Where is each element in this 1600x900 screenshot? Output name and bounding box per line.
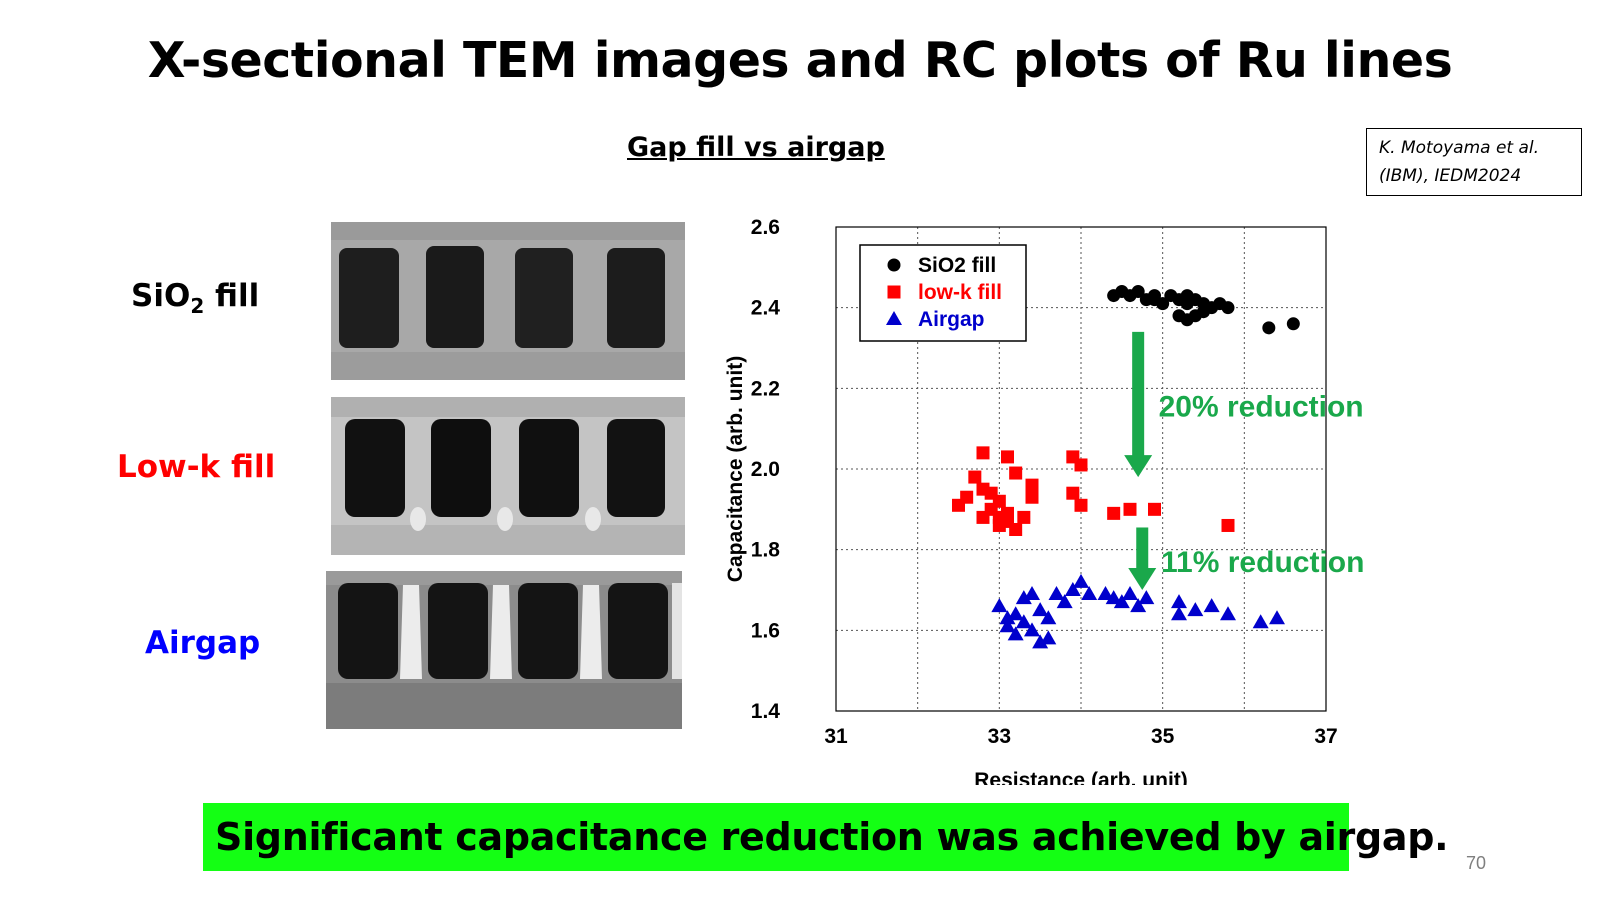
data-point [1001,450,1014,464]
reduction-arrow [1124,331,1153,478]
data-point [1252,614,1269,629]
x-tick-label: 33 [988,725,1011,748]
legend-label: low-k fill [918,281,1002,304]
data-point [1221,518,1235,532]
data-point [1122,586,1138,601]
plot-area [835,226,1327,712]
data-point [1220,606,1236,621]
data-point [1009,523,1023,536]
data-point [1171,594,1187,609]
data-point [984,486,998,500]
y-tick-label: 1.4 [751,700,781,723]
data-point [1286,317,1300,331]
data-point [1017,510,1031,524]
data-point [1024,622,1040,637]
data-point [1025,490,1039,504]
data-point [1113,594,1130,609]
legend-marker [887,258,901,272]
series-2 [991,573,1285,649]
data-point [992,510,1006,524]
x-tick-label: 35 [1151,725,1175,748]
x-axis-label: Resistance (arb. unit) [974,769,1188,785]
data-point [1074,498,1088,512]
legend-marker [887,285,901,299]
data-point [1148,502,1161,516]
x-tick-label: 31 [824,725,848,748]
data-point [1056,594,1073,609]
legend-marker [886,311,902,325]
y-tick-label: 1.6 [751,619,780,642]
tem-image-lowk-fill [331,397,685,555]
legend-label: Airgap [918,308,985,331]
data-point [1131,285,1145,299]
series-0 [1107,285,1300,335]
series-1 [952,446,1235,536]
data-point [1269,610,1285,625]
tem-image-airgap [326,571,682,729]
data-point [1064,582,1081,596]
data-point [1009,466,1023,480]
data-point [1123,502,1137,516]
data-point [1138,590,1155,605]
data-point [1032,634,1049,649]
citation-line-2: (IBM), IEDM2024 [1379,166,1522,186]
reduction-arrow [1128,527,1157,590]
y-tick-label: 2.6 [751,216,780,239]
data-point [1171,606,1187,621]
y-tick-label: 2.2 [751,377,780,400]
citation-box: K. Motoyama et al. (IBM), IEDM2024 [1366,128,1582,196]
chart-legend: SiO2 fill low-k fill Airgap [859,244,1027,342]
page-title: X-sectional TEM images and RC plots of R… [147,32,1453,89]
data-point [1040,630,1057,645]
data-point [1074,458,1088,472]
legend-label: SiO2 fill [918,254,996,277]
data-point [1015,614,1032,629]
annotation-11-reduction: 11% reduction [1161,546,1364,579]
data-point [1015,590,1032,605]
data-point [1197,305,1210,319]
annotation-20-reduction: 20% reduction [1159,391,1364,424]
data-point [1107,506,1121,520]
data-point [1024,586,1040,601]
data-point [1025,478,1039,492]
data-point [1105,590,1122,605]
y-tick-label: 1.8 [751,539,781,562]
label-sio2-fill: SiO2 fill [131,278,260,319]
data-point [1048,586,1065,601]
tem-image-sio2-fill [331,222,685,380]
x-tick-label: 37 [1314,725,1337,748]
page-number: 70 [1466,853,1487,873]
data-point [1032,602,1049,617]
data-point [1007,626,1024,641]
data-point [1187,602,1204,617]
data-point [1066,486,1080,500]
data-point [968,470,982,484]
data-point [1130,598,1147,613]
data-point [991,598,1008,613]
data-point [1073,573,1089,588]
data-point [1221,301,1235,315]
data-point [1007,606,1024,621]
data-point [976,446,990,460]
data-point [1203,598,1220,613]
label-airgap: Airgap [145,625,261,661]
data-point [1040,610,1057,625]
conclusion-banner: Significant capacitance reduction was ac… [203,803,1449,871]
data-point [960,490,974,504]
data-point [1262,321,1276,335]
section-subtitle: Gap fill vs airgap [627,132,885,163]
data-point [1081,586,1098,601]
data-point [1156,297,1170,311]
data-point [999,610,1016,625]
rc-scatter-chart: 31 33 35 37 1.4 1.6 1.8 2.0 2.2 2.4 2.6 SiO2 fill l… [724,216,1364,785]
y-axis-label: Capacitance (arb. unit) [724,356,747,582]
y-tick-label: 2.4 [751,297,781,320]
label-lowk-fill: Low-k fill [117,449,276,485]
data-point [1097,586,1114,601]
y-tick-label: 2.0 [751,458,780,481]
data-point [999,618,1016,633]
citation-line-1: K. Motoyama et al. [1379,138,1540,158]
